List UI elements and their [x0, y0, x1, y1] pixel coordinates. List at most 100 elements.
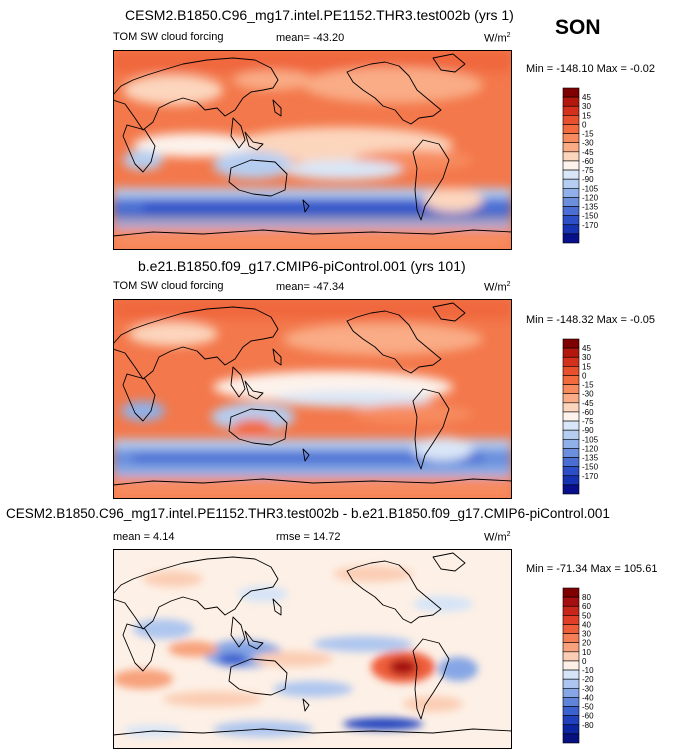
colorbar-swatch [562, 206, 580, 216]
panel-3-rmse-label: rmse = 14.72 [276, 531, 341, 543]
colorbar-swatch [562, 651, 580, 662]
colorbar-level-label: -30 [582, 139, 594, 148]
colorbar-level-label: -20 [582, 675, 594, 684]
colorbar-level-label: -135 [582, 203, 599, 212]
colorbar-level-label: -170 [582, 472, 599, 481]
colorbar-swatch [562, 724, 580, 735]
colorbar-level-label: 50 [582, 611, 591, 620]
colorbar-swatch [562, 356, 580, 367]
panel-1-colorbar: 4530150-15-30-45-60-75-90-105-120-135-15… [562, 87, 599, 244]
colorbar-swatch [562, 715, 580, 726]
colorbar-swatch [562, 420, 580, 431]
panel-1-variable-label: TOM SW cloud forcing [113, 31, 224, 43]
colorbar-swatch [562, 624, 580, 634]
colorbar-swatch [562, 615, 580, 625]
colorbar-level-label: 0 [582, 657, 587, 666]
colorbar-swatch [562, 587, 580, 598]
colorbar-swatch [562, 475, 580, 486]
colorbar-swatch [562, 105, 580, 116]
colorbar-swatch [562, 115, 580, 125]
colorbar-swatch [562, 87, 580, 98]
panel-1-title: CESM2.B1850.C96_mg17.intel.PE1152.THR3.t… [125, 7, 514, 23]
colorbar-swatch [562, 642, 580, 653]
colorbar-swatch [562, 733, 580, 744]
colorbar-level-label: 60 [582, 602, 591, 611]
colorbar-level-label: -105 [582, 184, 599, 193]
colorbar-swatch [562, 384, 580, 395]
colorbar-level-label: 30 [582, 353, 591, 362]
colorbar-level-label: -15 [582, 381, 594, 390]
colorbar-swatch [562, 338, 580, 349]
colorbar-swatch [562, 215, 580, 226]
colorbar-swatch [562, 375, 580, 385]
colorbar-level-label: -45 [582, 399, 594, 408]
colorbar-swatch [562, 660, 580, 671]
colorbar-swatch [562, 133, 580, 144]
colorbar-swatch [562, 187, 580, 198]
colorbar-swatch [562, 429, 580, 440]
panel-2-units: W/m2 [484, 281, 511, 294]
colorbar-swatch [562, 151, 580, 162]
panel-1-map [113, 50, 512, 250]
colorbar-level-label: -80 [582, 721, 594, 730]
colorbar-swatch [562, 669, 580, 680]
colorbar-level-label: -90 [582, 426, 594, 435]
colorbar-level-label: -170 [582, 221, 599, 230]
colorbar-swatch [562, 697, 580, 707]
colorbar-swatch [562, 457, 580, 467]
colorbar-swatch [562, 347, 580, 358]
panel-2-mean-label: mean= -47.34 [276, 281, 345, 293]
panel-1-units: W/m2 [484, 32, 511, 45]
colorbar-swatch [562, 438, 580, 449]
colorbar-level-label: -90 [582, 175, 594, 184]
colorbar-level-label: 20 [582, 639, 591, 648]
colorbar-level-label: 45 [582, 344, 591, 353]
colorbar-swatch [562, 197, 580, 207]
colorbar-swatch [562, 160, 580, 171]
panel-3-title: CESM2.B1850.C96_mg17.intel.PE1152.THR3.t… [6, 506, 610, 521]
panel-1-mean-label: mean= -43.20 [276, 32, 345, 44]
panel-2-variable-label: TOM SW cloud forcing [113, 280, 224, 292]
colorbar-level-label: 15 [582, 362, 591, 371]
colorbar-swatch [562, 142, 580, 153]
panel-2-map [113, 299, 512, 499]
colorbar-level-label: -50 [582, 703, 594, 712]
colorbar-swatch [562, 633, 580, 644]
colorbar-swatch [562, 466, 580, 477]
colorbar-swatch [562, 124, 580, 134]
panel-3-mean-label: mean = 4.14 [113, 531, 175, 543]
colorbar-level-label: -40 [582, 693, 594, 702]
colorbar-swatch [562, 687, 580, 698]
colorbar-level-label: -60 [582, 712, 594, 721]
colorbar-level-label: 30 [582, 630, 591, 639]
colorbar-swatch [562, 178, 580, 189]
colorbar-swatch [562, 605, 580, 616]
season-label: SON [555, 16, 601, 39]
colorbar-swatch [562, 224, 580, 235]
colorbar-swatch [562, 448, 580, 458]
colorbar-swatch [562, 484, 580, 495]
colorbar-level-label: 10 [582, 648, 591, 657]
colorbar-level-label: -45 [582, 148, 594, 157]
panel-2-minmax: Min = -148.32 Max = -0.05 [526, 314, 656, 326]
colorbar-level-label: -15 [582, 130, 594, 139]
colorbar-level-label: -120 [582, 444, 599, 453]
colorbar-level-label: -105 [582, 435, 599, 444]
colorbar-level-label: 45 [582, 93, 591, 102]
panel-3-map [113, 549, 512, 749]
colorbar-level-label: -10 [582, 666, 594, 675]
colorbar-swatch [562, 96, 580, 107]
colorbar-swatch [562, 678, 580, 689]
colorbar-level-label: -60 [582, 157, 594, 166]
colorbar-swatch [562, 411, 580, 422]
colorbar-swatch [562, 169, 580, 180]
colorbar-level-label: -60 [582, 408, 594, 417]
colorbar-level-label: -30 [582, 684, 594, 693]
colorbar-swatch [562, 596, 580, 607]
colorbar-level-label: -135 [582, 454, 599, 463]
colorbar-swatch [562, 706, 580, 716]
panel-2-colorbar: 4530150-15-30-45-60-75-90-105-120-135-15… [562, 338, 599, 495]
colorbar-swatch [562, 393, 580, 404]
colorbar-level-label: -75 [582, 166, 594, 175]
